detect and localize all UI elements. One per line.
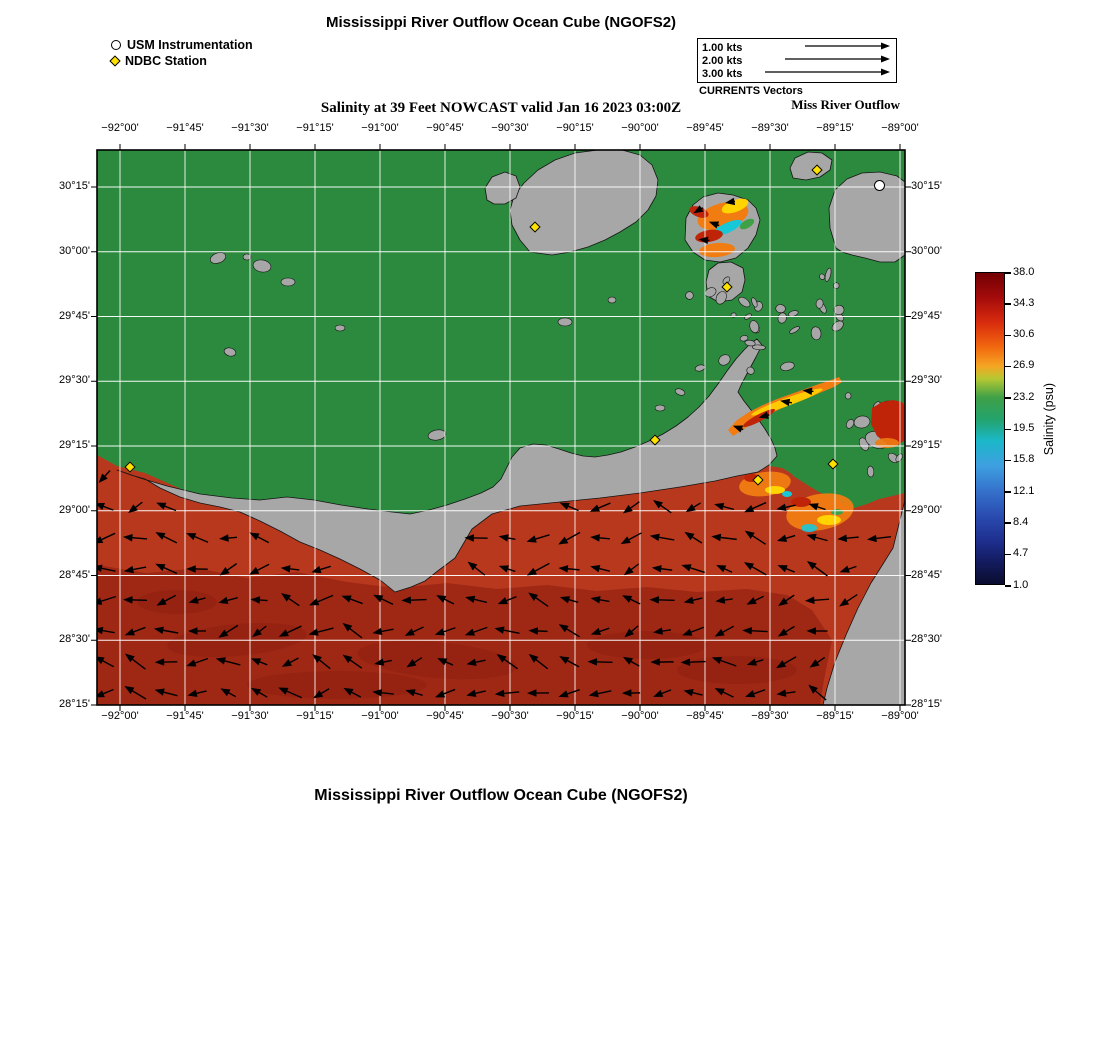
lon-tick-label-bottom: −91°45' [166,710,204,722]
lon-tick-label-top: −90°30' [491,122,529,134]
lat-tick-label-right: 30°00' [911,244,942,257]
colorbar-tick-label: 26.9 [1013,359,1035,372]
lat-tick-label-left: 28°30' [59,633,90,646]
colorbar-tick [1005,522,1011,524]
figure-title-top: Mississippi River Outflow Ocean Cube (NG… [325,14,677,31]
colorbar-tick-label: 38.0 [1013,265,1035,278]
colorbar-tick-label: 4.7 [1013,547,1029,560]
lat-tick-label-right: 29°30' [911,374,942,387]
lon-tick-label-top: −89°45' [686,122,724,134]
colorbar-tick-label: 19.5 [1013,422,1035,434]
colorbar-tick-label: 30.6 [1013,328,1035,341]
lon-tick-label-bottom: −91°30' [231,710,269,722]
legend-label-ndbc: NDBC Station [125,54,207,68]
colorbar-tick [1005,303,1011,305]
colorbar-tick [1005,334,1011,337]
lat-tick-label-left: 29°30' [59,374,90,387]
station-legend: USM Instrumentation NDBC Station [109,37,253,69]
colorbar-tick-label: 34.3 [1013,296,1035,309]
lat-tick-label-left: 29°45' [59,309,90,322]
lat-tick-label-left: 28°45' [59,568,90,581]
lon-tick-label-bottom: −90°30' [491,710,529,722]
lon-tick-label-bottom: −89°00' [881,710,919,722]
colorbar-tick-label: 23.2 [1013,390,1035,403]
lon-tick-label-top: −89°30' [751,122,789,134]
legend-item-ndbc: NDBC Station [109,53,253,69]
lon-tick-label-bottom: −90°45' [426,710,464,722]
lon-tick-label-top: −90°15' [556,122,594,134]
vector-arrow-1kt-icon [752,41,892,54]
currents-vectors-caption: CURRENTS Vectors [699,85,803,97]
colorbar-tick [1005,459,1011,462]
colorbar-tick-label: 12.1 [1013,484,1035,497]
lat-tick-label-right: 29°00' [911,503,942,516]
vector-arrow-2kt-icon [752,54,892,67]
colorbar-tick [1005,428,1011,430]
lon-tick-label-bottom: −89°15' [816,710,854,722]
lon-tick-label-top: −90°45' [426,122,464,134]
colorbar [975,272,1005,585]
lon-tick-label-top: −92°00' [101,122,139,134]
lat-tick-label-right: 29°45' [911,309,942,322]
usm-instrumentation-marker [873,179,885,191]
vector-scale-row: 3.00 kts [702,68,892,80]
lat-tick-label-right: 30°15' [911,180,942,192]
colorbar-title: Salinity (psu) [1042,383,1056,456]
colorbar-tick [1005,397,1011,399]
lon-tick-label-top: −89°00' [881,122,919,134]
vector-speed-label: 3.00 kts [702,67,743,80]
lat-tick-label-right: 28°45' [911,568,942,581]
vector-arrow-3kt-icon [752,67,892,80]
salinity-map [91,144,911,711]
plot-subtitle: Salinity at 39 Feet NOWCAST valid Jan 16… [320,100,682,116]
vector-scale-row: 1.00 kts [702,42,892,54]
lat-tick-label-left: 30°15' [59,180,90,192]
lat-tick-label-right: 29°15' [911,439,942,451]
usm-circle-icon [111,40,121,50]
lat-tick-label-right: 28°15' [911,698,942,710]
lon-tick-label-bottom: −92°00' [101,710,139,722]
colorbar-tick-label: 15.8 [1013,453,1035,466]
lat-tick-label-left: 28°15' [59,698,90,710]
lon-tick-label-top: −91°15' [296,122,334,134]
lon-tick-label-top: −90°00' [621,122,659,134]
currents-vector-scale: 1.00 kts 2.00 kts 3.00 kts [697,38,897,83]
lat-tick-label-right: 28°30' [911,633,942,646]
lon-tick-label-bottom: −91°00' [361,710,399,722]
colorbar-tick [1005,365,1011,368]
lon-tick-label-top: −91°00' [361,122,399,134]
vector-speed-label: 2.00 kts [702,54,743,67]
ndbc-diamond-icon [109,55,121,67]
legend-label-usm: USM Instrumentation [127,38,253,52]
colorbar-tick [1005,585,1011,587]
lon-tick-label-top: −91°30' [231,122,269,134]
lon-tick-label-bottom: −90°00' [621,710,659,722]
miss-river-outflow-caption: Miss River Outflow [791,97,900,112]
colorbar-tick [1005,553,1011,556]
lat-tick-label-left: 30°00' [59,244,90,257]
vector-scale-row: 2.00 kts [702,55,892,67]
colorbar-tick [1005,272,1011,274]
lon-tick-label-bottom: −90°15' [556,710,594,722]
lat-tick-label-left: 29°00' [59,503,90,516]
colorbar-tick-label: 1.0 [1013,578,1029,591]
colorbar-tick [1005,491,1011,493]
lon-tick-label-bottom: −91°15' [296,710,334,722]
colorbar-tick-label: 8.4 [1013,515,1029,528]
lon-tick-label-bottom: −89°45' [686,710,724,722]
figure-title-bottom: Mississippi River Outflow Ocean Cube (NG… [314,787,688,804]
lon-tick-label-top: −89°15' [816,122,854,134]
vector-speed-label: 1.00 kts [702,41,743,54]
legend-item-usm: USM Instrumentation [111,37,253,53]
lon-tick-label-bottom: −89°30' [751,710,789,722]
lon-tick-label-top: −91°45' [166,122,204,134]
lat-tick-label-left: 29°15' [59,439,90,451]
